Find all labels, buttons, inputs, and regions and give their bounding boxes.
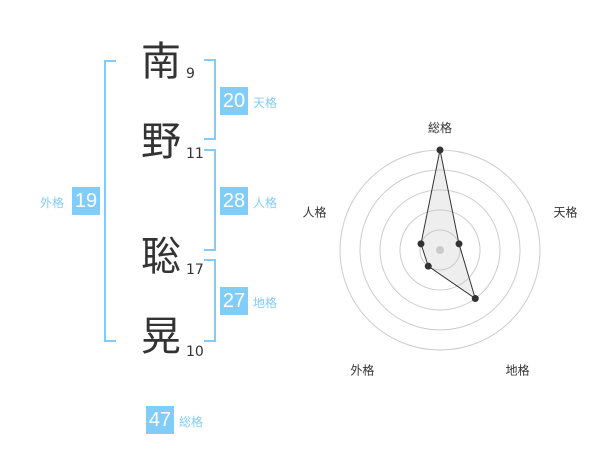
strokes-3: 17: [186, 262, 204, 278]
tenkaku-value: 20: [220, 87, 248, 115]
name-char-2: 野: [141, 119, 181, 165]
soukaku-label: 総格: [179, 415, 204, 429]
radar-point: [424, 262, 432, 270]
radar-axis-label: 人格: [302, 204, 326, 219]
gaikaku-bracket: [104, 60, 116, 342]
chikaku-label: 地格: [253, 296, 278, 310]
radar-grid-ring: [399, 209, 481, 291]
name-char-1: 南: [141, 39, 181, 85]
chikaku-bracket: [204, 259, 216, 342]
radar-axis-label: 総格: [428, 120, 452, 135]
gaikaku-value: 19: [72, 187, 100, 215]
radar-point: [436, 146, 444, 154]
strokes-4: 10: [186, 344, 204, 360]
gaikaku-label: 外格: [40, 196, 65, 210]
jinkaku-bracket: [204, 149, 216, 251]
strokes-2: 11: [186, 146, 204, 162]
strokes-1: 9: [186, 66, 195, 82]
tenkaku-label: 天格: [253, 96, 278, 110]
radar-axis-label: 天格: [554, 204, 578, 219]
radar-point: [417, 240, 425, 248]
chikaku-value: 27: [220, 287, 248, 315]
radar-axis-label: 外格: [350, 363, 374, 378]
radar-grid-ring: [379, 189, 501, 311]
name-char-4: 晃: [141, 314, 181, 360]
radar-grid-ring: [359, 169, 521, 331]
jinkaku-label: 人格: [253, 196, 278, 210]
radar-point: [471, 295, 479, 303]
radar-grid-ring: [419, 229, 461, 271]
tenkaku-bracket: [204, 59, 216, 140]
radar-point: [455, 240, 463, 248]
name-char-3: 聡: [141, 234, 181, 280]
radar-series-area: [420, 149, 477, 300]
radar-axis-label: 地格: [506, 363, 530, 378]
soukaku-value: 47: [146, 406, 174, 434]
radar-center: [436, 246, 444, 254]
jinkaku-value: 28: [220, 187, 248, 215]
